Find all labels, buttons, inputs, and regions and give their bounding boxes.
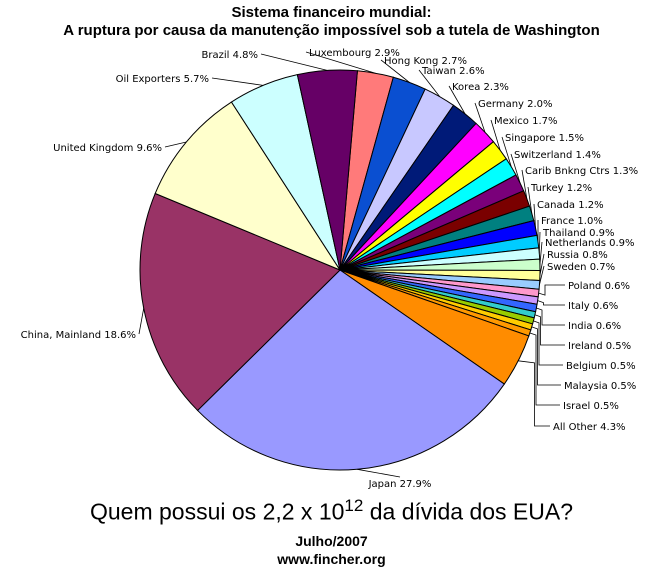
question-text: Quem possui os 2,2 x 1012 da dívida dos … xyxy=(0,496,663,526)
pie-slice-japan xyxy=(196,269,506,471)
slice-label: All Other 4.3% xyxy=(553,422,626,433)
slice-label: Switzerland 1.4% xyxy=(514,150,601,161)
slice-label: Mexico 1.7% xyxy=(494,116,558,127)
source-label: www.fincher.org xyxy=(277,551,386,567)
leader-line xyxy=(518,360,550,427)
slice-label: Russia 0.8% xyxy=(547,250,608,261)
question-exponent: 12 xyxy=(344,496,364,515)
slice-label: Germany 2.0% xyxy=(478,99,553,110)
pie-slice-brazil xyxy=(296,69,358,271)
slice-label: Thailand 0.9% xyxy=(542,228,615,239)
slice-label: Korea 2.3% xyxy=(452,82,509,93)
slice-label: Luxembourg 2.9% xyxy=(309,48,400,59)
leader-line xyxy=(138,308,145,335)
slice-label: India 0.6% xyxy=(568,321,621,332)
slice-label: China, Mainland 18.6% xyxy=(21,330,136,341)
leader-line xyxy=(164,141,187,148)
slice-label: Ireland 0.5% xyxy=(568,341,631,352)
leader-line xyxy=(490,119,501,151)
leader-line xyxy=(539,265,545,285)
leader-line xyxy=(529,332,560,406)
slice-label: Belgium 0.5% xyxy=(566,361,636,372)
slice-label: Singapore 1.5% xyxy=(505,133,584,144)
slice-label: Japan 27.9% xyxy=(368,479,432,490)
leader-line xyxy=(501,136,512,167)
slice-label: United Kingdom 9.6% xyxy=(53,143,162,154)
slice-label: Oil Exporters 5.7% xyxy=(116,74,209,85)
leader-line xyxy=(474,102,486,133)
slice-label: Brazil 4.8% xyxy=(202,50,259,61)
leader-line xyxy=(510,153,521,183)
pie-slices xyxy=(139,69,541,471)
leader-line xyxy=(539,241,543,265)
question-after: da dívida dos EUA? xyxy=(363,498,574,525)
leader-line xyxy=(533,203,536,229)
leader-line xyxy=(380,59,410,83)
slice-label: Poland 0.6% xyxy=(568,281,630,292)
leader-line xyxy=(538,231,541,254)
question-before: Quem possui os 2,2 x 10 xyxy=(89,498,345,525)
chart-subtitle: A ruptura por causa da manutenção imposs… xyxy=(63,22,600,39)
slice-label: Canada 1.2% xyxy=(537,200,604,211)
pie-slice-united-kingdom xyxy=(154,101,342,272)
slice-label: Hong Kong 2.7% xyxy=(384,56,467,67)
slice-label: Israel 0.5% xyxy=(563,401,619,412)
leader-line xyxy=(536,307,565,326)
slice-label: Italy 0.6% xyxy=(568,301,618,312)
chart-title: Sistema financeiro mundial: xyxy=(231,4,432,21)
leader-line xyxy=(534,314,565,346)
leader-line xyxy=(539,253,545,276)
slice-label: Turkey 1.2% xyxy=(530,183,592,194)
slice-label: France 1.0% xyxy=(541,216,603,227)
leader-line xyxy=(211,77,264,86)
leader-line xyxy=(538,284,565,296)
date-label: Julho/2007 xyxy=(295,533,368,549)
pie-chart: Luxembourg 2.9%Hong Kong 2.7%Taiwan 2.6%… xyxy=(21,48,639,490)
leader-line xyxy=(305,51,376,74)
leader-line xyxy=(521,169,528,199)
leader-line xyxy=(260,53,328,71)
leader-line xyxy=(357,468,401,478)
leader-line xyxy=(531,326,561,386)
leader-line xyxy=(537,300,565,306)
slice-label: Netherlands 0.9% xyxy=(545,238,635,249)
slice-label: Taiwan 2.6% xyxy=(421,66,485,77)
leader-line xyxy=(418,69,441,97)
slice-label: Malaysia 0.5% xyxy=(564,381,636,392)
slice-labels: Luxembourg 2.9%Hong Kong 2.7%Taiwan 2.6%… xyxy=(21,48,639,490)
slice-label: Sweden 0.7% xyxy=(547,262,615,273)
leader-line xyxy=(533,320,563,366)
leader-line xyxy=(527,186,533,214)
slice-label: Carib Bnkng Ctrs 1.3% xyxy=(525,166,638,177)
leader-lines xyxy=(138,51,565,478)
leader-line xyxy=(448,85,466,115)
